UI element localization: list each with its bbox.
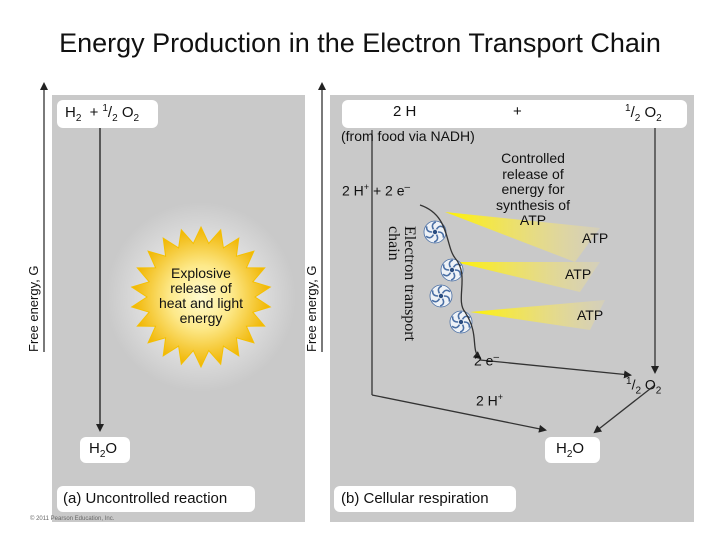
left-to-h2o-line: [371, 394, 547, 433]
reactant-pill-b: [342, 100, 687, 128]
copyright-notice: © 2011 Pearson Education, Inc.: [30, 516, 115, 522]
electron-carrier-icon: [423, 220, 447, 244]
axis-label-b: Free energy, G: [304, 265, 319, 352]
controlled-release-text: Controlled release of energy for synthes…: [496, 150, 570, 228]
product-pill-b: [545, 437, 600, 463]
reactant-plus: +: [513, 103, 522, 120]
atp-label-2: ATP: [565, 266, 592, 282]
axis-label-a: Free energy, G: [26, 265, 41, 352]
atp-energy-fans: [445, 212, 605, 330]
atp-label-1: ATP: [582, 230, 609, 246]
page-title: Energy Production in the Electron Transp…: [59, 28, 661, 58]
protons-electrons-label: 2 H+ + 2 e–: [342, 182, 411, 199]
protons-bottom-label: 2 H+: [476, 392, 504, 409]
product-formula-b: H2O: [556, 440, 585, 460]
electron-carrier-icon: [440, 258, 464, 282]
atp-label-3: ATP: [577, 307, 604, 323]
caption-b: (b) Cellular respiration: [341, 490, 489, 507]
product-pill-a: [80, 437, 130, 463]
electrons-bottom-label: 2 e–: [474, 352, 500, 369]
explosion-text: Explosive release of heat and light ener…: [158, 265, 244, 326]
caption-a: (a) Uncontrolled reaction: [63, 490, 228, 507]
right-to-h2o-line: [593, 384, 656, 434]
electrons-to-right-line: [479, 359, 632, 379]
reactant-formula-a: H2 +1/2 O2: [65, 103, 140, 124]
reactant-pill-a: [57, 100, 158, 128]
reactant-2h: 2 H: [393, 103, 417, 120]
electron-transport-chain-label: Electron transport chain: [385, 226, 418, 342]
electron-path-curve: [419, 204, 482, 360]
reactant-half-o2: 1/2 O2: [625, 103, 662, 124]
product-formula-a: H2O: [89, 440, 118, 460]
electron-carrier-icon: [449, 310, 473, 334]
electron-carrier-icons: [423, 220, 473, 334]
from-food-label: (from food via NADH): [341, 128, 475, 144]
oxygen-right-label: 1/2 O2: [626, 376, 662, 397]
caption-pill-b: [334, 486, 516, 512]
caption-pill-a: [57, 486, 255, 512]
electron-carrier-icon: [429, 284, 453, 308]
explosion-starburst: [106, 202, 296, 392]
